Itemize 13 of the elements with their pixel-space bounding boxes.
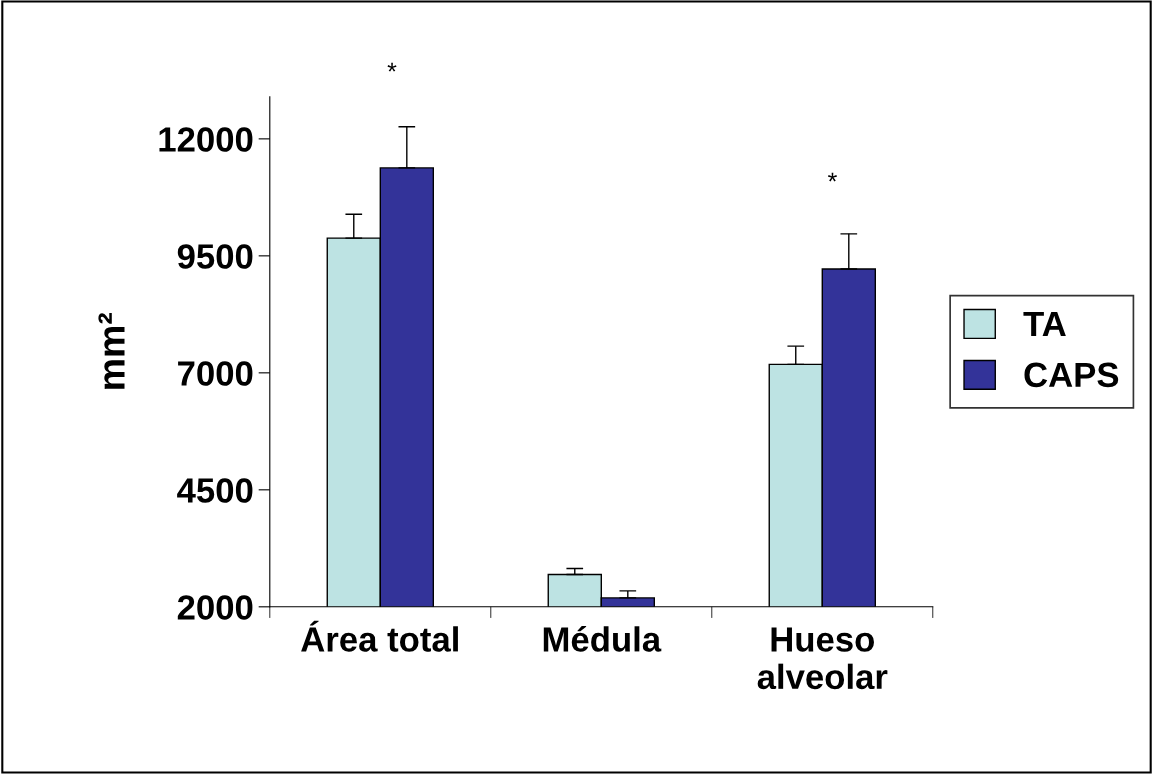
legend-label: TA [1023, 312, 1066, 336]
x-tick-label: Médula [543, 625, 662, 652]
y-tick-label: 9500 [177, 244, 253, 269]
x-tick-label: Área total [301, 620, 458, 652]
y-tick-label: 4500 [177, 478, 253, 503]
y-axis-title: mm² [98, 312, 125, 389]
annotation: * [828, 172, 837, 182]
legend-label: CAPS [1024, 362, 1119, 388]
text: * [387, 62, 397, 72]
x-tick-label: Hueso alveolar [757, 627, 888, 690]
y-tick-label: 12000 [159, 127, 253, 152]
y-tick-label: 2000 [177, 595, 253, 620]
y-tick-label: 7000 [178, 361, 253, 386]
